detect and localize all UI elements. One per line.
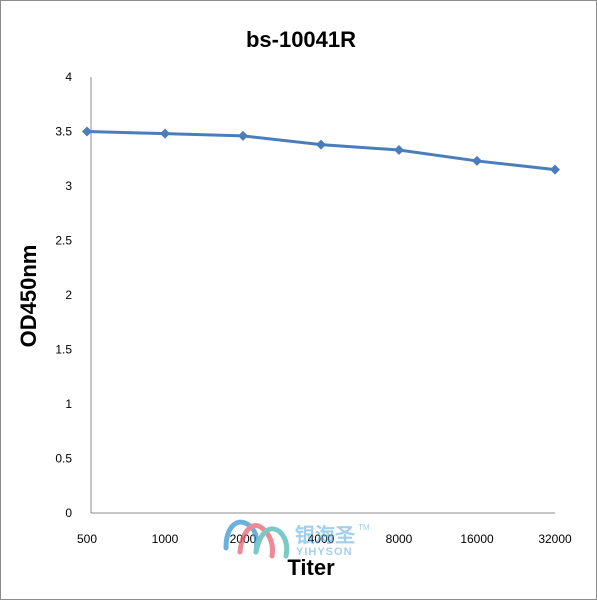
chart-title: bs-10041R <box>246 27 356 52</box>
y-tick-labels: 0 0.5 1 1.5 2 2.5 3 3.5 4 <box>55 70 72 520</box>
x-axis-label: Titer <box>287 555 335 580</box>
axes <box>90 77 555 514</box>
data-point-marker <box>550 164 560 175</box>
x-tick-label: 4000 <box>308 532 335 546</box>
data-point-marker <box>238 130 248 141</box>
y-axis-label: OD450nm <box>16 245 41 348</box>
data-point-marker <box>316 139 326 150</box>
y-tick-label: 3 <box>65 179 72 193</box>
y-tick-label: 4 <box>65 70 72 84</box>
watermark-chinese-text: 银海圣 <box>295 523 356 547</box>
data-point-marker <box>82 126 92 137</box>
series-line <box>86 130 556 172</box>
y-tick-label: 0.5 <box>55 452 72 466</box>
y-tick-label: 1.5 <box>55 343 72 357</box>
x-tick-label: 8000 <box>386 532 413 546</box>
y-tick-label: 3.5 <box>55 125 72 139</box>
y-tick-label: 0 <box>65 506 72 520</box>
x-tick-label: 16000 <box>460 532 494 546</box>
watermark-logo: 银海圣 TM YIHYSON <box>223 519 370 559</box>
watermark-english-text: YIHYSON <box>296 546 353 558</box>
y-tick-label: 2 <box>65 288 72 302</box>
y-tick-label: 1 <box>65 397 72 411</box>
data-point-marker <box>160 128 170 139</box>
x-tick-label: 1000 <box>152 532 179 546</box>
watermark-tm: TM <box>358 523 370 532</box>
logo-icon <box>223 519 290 559</box>
x-tick-label: 500 <box>77 532 97 546</box>
x-tick-label: 32000 <box>538 532 572 546</box>
plot-area <box>82 126 560 175</box>
y-tick-label: 2.5 <box>55 234 72 248</box>
data-point-marker <box>394 145 404 156</box>
data-point-marker <box>472 155 482 166</box>
